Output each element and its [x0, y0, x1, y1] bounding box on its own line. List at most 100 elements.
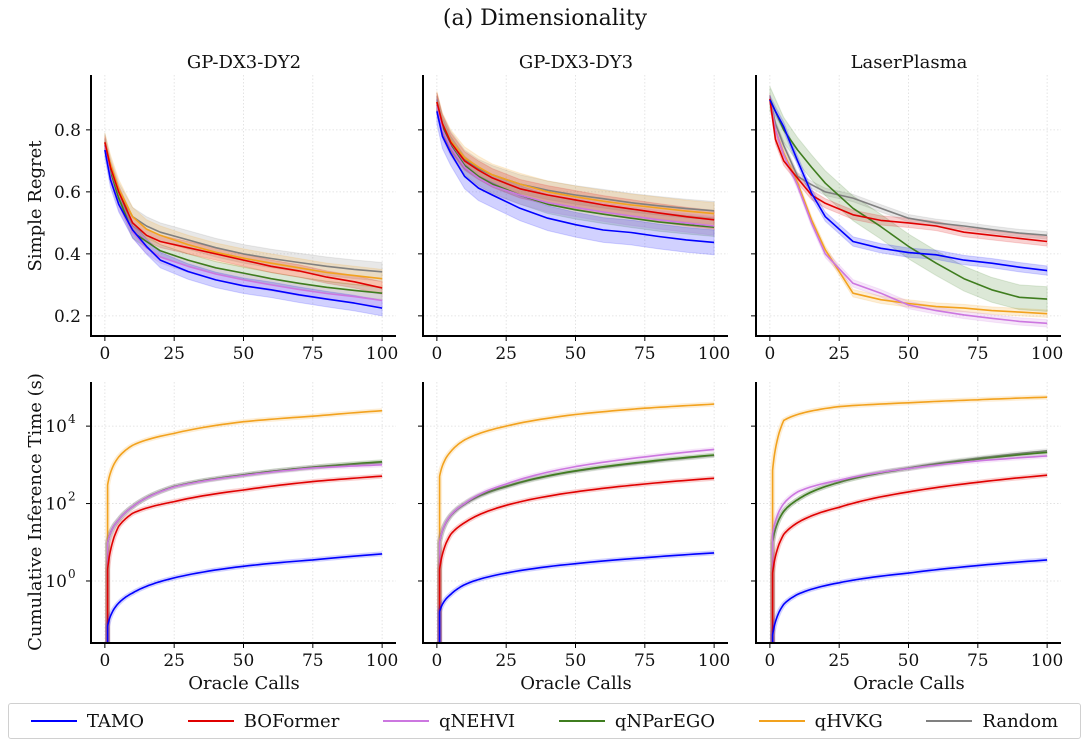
line-boformer	[436, 101, 715, 221]
legend-swatch	[382, 720, 429, 722]
line-qhvkg	[104, 142, 383, 280]
band-boformer	[769, 94, 1048, 247]
glow-qnehvi	[437, 446, 715, 643]
line-boformer	[106, 475, 383, 643]
line-qnehvi	[769, 98, 1048, 325]
band-qnparego	[104, 139, 383, 300]
x-tick-label: 75	[967, 344, 989, 364]
x-tick-label: 100	[698, 344, 730, 364]
y-tick-label: 10	[45, 417, 67, 437]
y-tick-exponent: 4	[68, 412, 76, 426]
line-qnehvi	[106, 464, 383, 643]
y-tick-label: 0.4	[54, 245, 81, 265]
line-qnparego	[104, 145, 383, 294]
series-group	[436, 90, 715, 256]
line-qhvkg	[106, 409, 383, 643]
x-tick-label: 50	[898, 651, 920, 671]
x-axis-label-3: Oracle Calls	[853, 673, 965, 694]
x-tick-label: 100	[1031, 344, 1063, 364]
legend-item-qhvkg: qHVKG	[758, 710, 883, 732]
x-tick-label: 50	[565, 344, 587, 364]
x-tick-label: 50	[233, 651, 255, 671]
line-random	[769, 98, 1048, 237]
x-tick-label: 75	[634, 651, 656, 671]
series-group	[769, 86, 1048, 328]
line-qnehvi	[438, 448, 715, 643]
panel-3: 0 25 50 75 100	[751, 75, 1063, 364]
glow-tamo	[105, 551, 383, 643]
y-axis-label-bottom: Cumulative Inference Time (s)	[25, 373, 46, 651]
x-tick-label: 75	[302, 651, 324, 671]
figure-title: (a) Dimensionality	[443, 6, 648, 31]
line-tamo	[106, 553, 383, 643]
x-tick-label: 100	[366, 344, 398, 364]
legend-item-boformer: BOFormer	[187, 710, 340, 732]
glow-qhvkg	[105, 408, 383, 643]
x-tick-label: 75	[634, 344, 656, 364]
legend-item-random: Random	[926, 711, 1058, 732]
x-tick-label: 100	[366, 651, 398, 671]
line-qhvkg	[771, 396, 1048, 643]
line-qnehvi	[771, 455, 1048, 643]
series-group	[437, 401, 715, 643]
y-tick-label: 10	[45, 495, 67, 515]
panel-5: 0 25 50 75 100	[418, 382, 730, 671]
panel-2: 0 25 50 75 100	[418, 75, 730, 364]
x-tick-label: 25	[163, 344, 185, 364]
legend-swatch	[558, 720, 605, 722]
legend-label: Random	[982, 710, 1059, 732]
x-tick-label: 75	[302, 344, 324, 364]
panel-title-1: GP-DX3-DY2	[187, 52, 301, 73]
line-tamo	[436, 111, 715, 244]
line-tamo	[769, 99, 1048, 272]
legend-swatch	[926, 720, 973, 722]
x-tick-label: 0	[431, 344, 442, 364]
x-tick-label: 50	[233, 344, 255, 364]
legend-label: qHVKG	[814, 710, 883, 732]
legend-item-qnehvi: qNEHVI	[382, 710, 516, 732]
panel-title-2: GP-DX3-DY3	[519, 52, 633, 73]
x-tick-label: 50	[898, 344, 920, 364]
legend: TAMO BOFormer qNEHVI qNParEGO qHVKG Rand…	[8, 703, 1081, 739]
y-tick-exponent: 2	[68, 490, 76, 504]
line-qnehvi	[436, 104, 715, 227]
glow-tamo	[437, 550, 715, 643]
line-tamo	[104, 149, 383, 309]
x-tick-label: 25	[163, 651, 185, 671]
band-tamo	[769, 94, 1048, 276]
legend-swatch	[187, 720, 234, 722]
band-qhvkg	[104, 132, 383, 289]
series-group	[770, 394, 1048, 643]
line-boformer	[104, 142, 383, 289]
line-boformer	[769, 98, 1048, 243]
line-boformer	[771, 474, 1048, 643]
legend-item-tamo: TAMO	[30, 711, 144, 732]
y-tick-label: 0.6	[54, 183, 81, 203]
x-tick-label: 25	[828, 651, 850, 671]
band-qnparego	[769, 86, 1048, 313]
legend-label: BOFormer	[243, 710, 340, 732]
glow-qhvkg	[770, 394, 1048, 643]
y-tick-label: 10	[45, 572, 67, 592]
glow-qnehvi	[770, 453, 1048, 643]
legend-label: qNEHVI	[438, 710, 516, 732]
x-tick-label: 0	[99, 344, 110, 364]
x-tick-label: 25	[495, 344, 517, 364]
legend-label: qNParEGO	[614, 710, 716, 732]
y-tick-label: 0.8	[54, 121, 81, 141]
band-boformer	[436, 92, 715, 230]
band-random	[769, 95, 1048, 240]
x-tick-label: 0	[99, 651, 110, 671]
y-tick-label: 0.2	[54, 307, 81, 327]
x-tick-label: 25	[495, 651, 517, 671]
x-axis-label-2: Oracle Calls	[520, 673, 632, 694]
x-tick-label: 0	[764, 651, 775, 671]
x-axis-label-1: Oracle Calls	[188, 673, 300, 694]
line-qhvkg	[436, 101, 715, 215]
y-tick-exponent: 0	[68, 567, 76, 581]
line-tamo	[438, 552, 715, 643]
line-tamo	[771, 559, 1048, 643]
x-tick-label: 25	[828, 344, 850, 364]
x-tick-label: 0	[431, 651, 442, 671]
